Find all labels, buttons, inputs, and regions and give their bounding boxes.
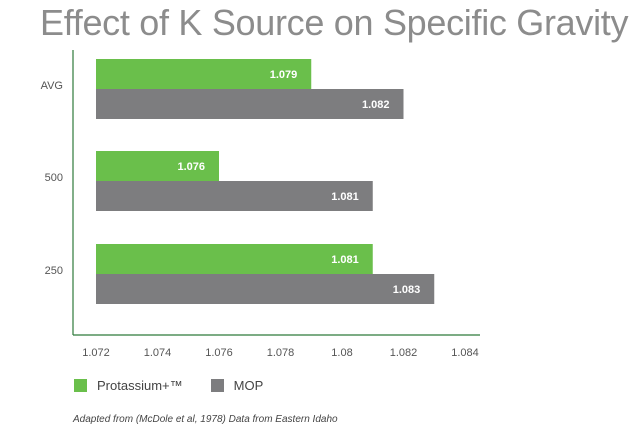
bar-value-label-protassium-500: 1.076 <box>177 161 205 173</box>
x-tick-label: 1.078 <box>267 347 295 359</box>
bar-protassium-250 <box>96 244 373 274</box>
bar-mop-250 <box>96 274 435 304</box>
category-label-250: 250 <box>45 265 63 277</box>
bar-protassium-avg <box>96 59 312 89</box>
bar-value-label-protassium-250: 1.081 <box>331 254 359 266</box>
legend-item-protassium: Protassium+™ <box>74 378 183 393</box>
legend-item-mop: MOP <box>210 378 264 393</box>
legend-swatch-mop <box>210 379 224 392</box>
legend-swatch-protassium <box>74 379 87 392</box>
category-label-avg: AVG <box>41 80 63 92</box>
bar-value-label-mop-250: 1.083 <box>393 284 421 296</box>
x-tick-label: 1.08 <box>331 347 352 359</box>
legend-label-mop: MOP <box>233 378 264 393</box>
source-footnote: Adapted from (McDole et al, 1978) Data f… <box>73 414 338 425</box>
x-tick-label: 1.074 <box>144 347 172 359</box>
category-label-500: 500 <box>45 172 63 184</box>
bar-protassium-500 <box>96 151 219 181</box>
x-tick-label: 1.084 <box>451 347 479 359</box>
bar-mop-avg <box>96 89 404 119</box>
x-tick-label: 1.076 <box>205 347 233 359</box>
legend-label-protassium: Protassium+™ <box>97 378 183 393</box>
legend: Protassium+™ MOP <box>74 378 291 393</box>
bar-value-label-mop-500: 1.081 <box>331 191 359 203</box>
bar-value-label-mop-avg: 1.082 <box>362 99 390 111</box>
chart-title: Effect of K Source on Specific Gravity <box>40 2 629 43</box>
bar-value-label-protassium-avg: 1.079 <box>270 69 298 81</box>
x-tick-label: 1.072 <box>82 347 110 359</box>
bar-mop-500 <box>96 181 373 211</box>
x-tick-label: 1.082 <box>390 347 418 359</box>
